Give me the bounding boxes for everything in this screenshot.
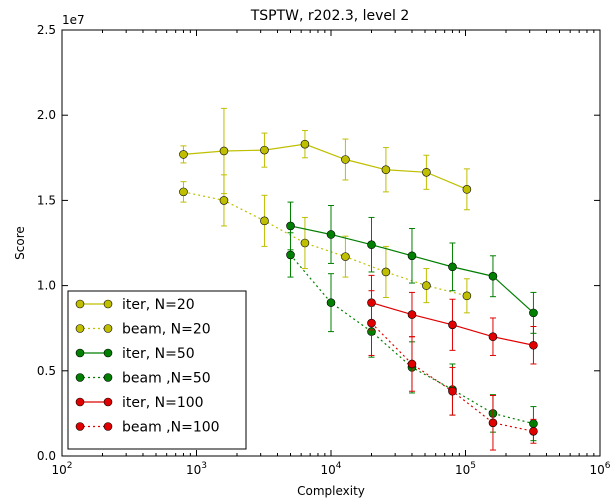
data-point — [286, 221, 295, 231]
series-1 — [179, 174, 472, 314]
x-tick-exponent: 2 — [67, 461, 73, 471]
data-point — [407, 251, 417, 261]
data-point — [341, 155, 350, 164]
x-tick-label: 105 — [455, 461, 476, 477]
x-tick-label: 104 — [320, 461, 341, 477]
series-layer — [179, 107, 538, 451]
x-tick-label: 103 — [186, 461, 207, 477]
legend-swatch-marker — [103, 397, 113, 407]
x-tick-exponent: 3 — [201, 461, 207, 471]
data-point — [448, 320, 457, 330]
data-point — [462, 291, 472, 301]
y-tick-label: 1.0 — [37, 279, 56, 293]
data-point — [326, 230, 336, 239]
legend-label: beam, N=20 — [122, 322, 211, 338]
legend-box — [67, 290, 247, 450]
data-point — [462, 185, 472, 194]
legend-label: iter, N=100 — [122, 395, 204, 411]
x-tick-label: 102 — [51, 461, 72, 477]
data-point — [341, 252, 350, 261]
y-tick-label: 2.5 — [37, 23, 56, 37]
data-point — [529, 340, 538, 350]
data-point — [219, 146, 229, 156]
y-multiplier-label: 1e7 — [62, 13, 85, 27]
legend-label: beam ,N=50 — [122, 371, 211, 387]
x-axis-label: Complexity — [297, 484, 365, 498]
legend-label: iter, N=50 — [122, 346, 195, 362]
data-point — [381, 267, 391, 277]
plot-frame — [61, 29, 601, 457]
legend-swatch-marker — [103, 422, 113, 431]
x-tick-base: 10 — [320, 463, 335, 477]
data-point — [488, 418, 498, 428]
legend-swatch-marker — [75, 397, 85, 407]
y-tick-label: 0.0 — [37, 449, 56, 463]
y-tick-label: 1.5 — [37, 193, 56, 207]
data-point — [529, 426, 538, 436]
data-point — [179, 150, 188, 159]
x-tick-exponent: 6 — [605, 461, 611, 471]
data-point — [300, 139, 310, 149]
x-tick-exponent: 4 — [336, 461, 342, 471]
data-point — [422, 281, 431, 290]
x-tick-base: 10 — [51, 463, 66, 477]
legend-swatch-marker — [103, 348, 113, 358]
legend-swatch-marker — [103, 373, 113, 382]
data-point — [179, 187, 188, 197]
legend-swatch-marker — [75, 422, 85, 431]
data-point — [300, 238, 310, 248]
legend-label: iter, N=20 — [122, 297, 195, 313]
data-point — [448, 386, 457, 396]
legend-swatch-marker — [75, 348, 85, 358]
data-point — [381, 165, 391, 175]
data-point — [448, 262, 457, 272]
x-tick-label: 106 — [589, 461, 610, 477]
x-tick-base: 10 — [589, 463, 604, 477]
data-point — [326, 298, 336, 307]
legend-swatch-marker — [103, 299, 113, 309]
data-point — [260, 145, 269, 155]
legend-swatch-marker — [103, 324, 113, 333]
y-tick-label: 0.5 — [37, 364, 56, 378]
data-point — [260, 216, 269, 226]
data-point — [367, 318, 376, 328]
series-5 — [367, 290, 538, 451]
data-point — [529, 308, 538, 318]
data-point — [488, 332, 498, 342]
y-axis-label: Score — [13, 226, 27, 260]
x-tick-exponent: 5 — [470, 461, 476, 471]
data-point — [407, 310, 417, 319]
data-point — [219, 196, 229, 205]
legend-swatch-marker — [75, 373, 85, 382]
data-point — [407, 359, 417, 369]
x-tick-base: 10 — [455, 463, 470, 477]
data-point — [422, 167, 431, 177]
data-point — [367, 240, 376, 250]
legend: iter, N=20 beam, N=20 iter, N=50 beam ,N=50… — [67, 290, 247, 450]
legend-label: beam ,N=100 — [122, 420, 220, 436]
series-0 — [179, 107, 472, 211]
x-tick-base: 10 — [186, 463, 201, 477]
legend-swatch-marker — [75, 299, 85, 309]
data-point — [488, 271, 498, 281]
data-point — [286, 250, 295, 260]
y-tick-label: 2.0 — [37, 108, 56, 122]
chart-title: TSPTW, r202.3, level 2 — [250, 8, 410, 24]
legend-swatch-marker — [75, 324, 85, 333]
series-line — [183, 143, 468, 190]
